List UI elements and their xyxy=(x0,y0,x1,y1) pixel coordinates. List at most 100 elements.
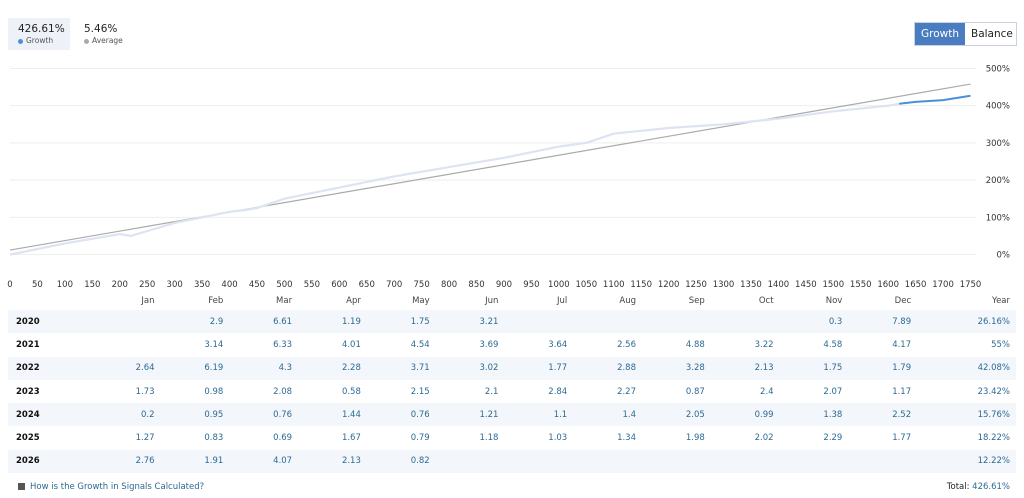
average-stat[interactable]: 5.46% Average xyxy=(74,18,134,50)
total-summary: Total: 426.61% xyxy=(947,482,1010,492)
x-tick-label: 1500 xyxy=(822,280,844,290)
x-tick-label: 600 xyxy=(331,280,347,290)
table-header-row: Jan Feb Mar Apr May Jun Jul Aug Sep Oct Nov Dec Year xyxy=(8,292,1016,310)
table-row: 2025 1.27 0.83 0.69 1.67 0.79 1.18 1.03 1.34 1.98… xyxy=(8,426,1016,449)
year-cell: 2022 xyxy=(8,356,92,380)
x-tick-label: 200 xyxy=(112,280,128,290)
table-row: 2021 3.14 6.33 4.01 4.54 3.69 3.64 2.56 4.88 3.22… xyxy=(8,333,1016,356)
value-cell: 1.91 xyxy=(160,449,230,474)
value-cell: 2.29 xyxy=(823,433,843,444)
value-cell: 2.88 xyxy=(573,356,642,380)
value-cell: 4.01 xyxy=(341,339,361,350)
value-cell: 26.16% xyxy=(917,310,1016,334)
x-tick-label: 650 xyxy=(359,280,375,290)
value-cell: 0.2 xyxy=(91,403,161,427)
table-row: 2026 2.76 1.91 4.07 2.13 0.82 12.22% xyxy=(8,449,1016,474)
x-tick-label: 500 xyxy=(276,280,292,290)
x-tick-label: 350 xyxy=(194,280,210,290)
monthly-returns-table: Jan Feb Mar Apr May Jun Jul Aug Sep Oct Nov Dec Year… xyxy=(8,292,1016,474)
value-cell: 2.9 xyxy=(160,310,230,334)
x-tick-label: 1450 xyxy=(795,280,817,290)
total-value: 426.61% xyxy=(972,482,1010,492)
value-cell: 2.84 xyxy=(548,386,568,397)
table-header-cell: Sep xyxy=(688,296,705,306)
value-cell: 6.61 xyxy=(229,310,299,334)
value-cell: 1.1 xyxy=(504,403,574,427)
value-cell: 55% xyxy=(991,339,1010,350)
x-tick-label: 150 xyxy=(84,280,100,290)
x-tick-label: 800 xyxy=(441,280,457,290)
value-cell: 1.98 xyxy=(685,433,705,444)
value-cell: 3.14 xyxy=(204,339,224,350)
table-header-cell: Nov xyxy=(825,296,843,306)
x-tick-label: 1350 xyxy=(740,280,762,290)
x-tick-label: 850 xyxy=(468,280,484,290)
x-tick-label: 0 xyxy=(7,280,12,290)
value-cell: 1.21 xyxy=(435,403,505,427)
table-header-cell: Apr xyxy=(346,296,361,306)
growth-stat[interactable]: 426.61% Growth xyxy=(8,18,70,50)
value-cell: 0.87 xyxy=(685,386,705,397)
x-tick-label: 1650 xyxy=(905,280,927,290)
average-dot-icon xyxy=(84,38,89,44)
x-tick-label: 750 xyxy=(414,280,430,290)
y-tick-label: 300% xyxy=(986,139,1010,149)
value-cell: 1.75 xyxy=(779,356,849,380)
x-tick-label: 1100 xyxy=(603,280,625,290)
value-cell: 0.58 xyxy=(341,386,361,397)
total-label: Total: xyxy=(946,482,970,492)
value-cell xyxy=(848,449,918,474)
x-tick-label: 1550 xyxy=(850,280,872,290)
x-tick-label: 1000 xyxy=(548,280,570,290)
x-tick-label: 400 xyxy=(221,280,237,290)
growth-help-link[interactable]: How is the Growth in Signals Calculated? xyxy=(18,482,204,492)
x-tick-label: 1750 xyxy=(960,280,982,290)
year-cell: 2026 xyxy=(8,449,92,474)
x-tick-label: 250 xyxy=(139,280,155,290)
y-tick-label: 100% xyxy=(986,213,1010,223)
x-tick-label: 700 xyxy=(386,280,402,290)
balance-toggle-button[interactable]: Balance xyxy=(965,23,1016,45)
year-cell: 2024 xyxy=(8,403,92,427)
x-tick-label: 50 xyxy=(32,280,43,290)
value-cell xyxy=(92,333,161,356)
growth-line-recent xyxy=(899,94,971,105)
value-cell: 42.08% xyxy=(917,356,1016,380)
value-cell: 0.69 xyxy=(273,433,293,444)
x-tick-label: 300 xyxy=(167,280,183,290)
table-header-cell: Oct xyxy=(758,296,774,306)
growth-toggle-button[interactable]: Growth xyxy=(915,23,965,45)
value-cell: 3.22 xyxy=(754,339,774,350)
chart-mode-toggle[interactable]: Growth Balance xyxy=(914,22,1017,46)
x-tick-label: 1300 xyxy=(713,280,735,290)
table-header-cell: Aug xyxy=(619,296,636,306)
value-cell: 1.34 xyxy=(617,433,636,444)
value-cell: 2.52 xyxy=(848,403,918,427)
value-cell: 3.71 xyxy=(366,356,436,380)
table-header-cell: Mar xyxy=(276,296,293,306)
value-cell xyxy=(504,310,574,334)
value-cell: 1.77 xyxy=(892,433,912,444)
value-cell: 6.19 xyxy=(160,356,230,380)
value-cell xyxy=(642,310,711,334)
value-cell: 1.4 xyxy=(573,403,642,427)
value-cell: 0.95 xyxy=(160,403,230,427)
value-cell: 2.13 xyxy=(710,356,780,380)
value-cell xyxy=(435,449,505,474)
value-cell: 2.28 xyxy=(298,356,367,380)
table-header-cell: May xyxy=(412,296,430,306)
x-tick-label: 900 xyxy=(496,280,512,290)
value-cell: 1.17 xyxy=(892,386,912,397)
value-cell: 2.1 xyxy=(484,386,499,397)
value-cell xyxy=(91,310,161,334)
year-cell: 2021 xyxy=(16,339,40,350)
growth-label: Growth xyxy=(26,36,54,45)
x-tick-label: 550 xyxy=(304,280,320,290)
table-row: 2024 0.2 0.95 0.76 1.44 0.76 1.21 1.1 1.4 2.05 0.9… xyxy=(8,403,1016,427)
table-header-cell: Jun xyxy=(485,296,499,306)
y-tick-label: 200% xyxy=(986,176,1010,186)
value-cell: 2.56 xyxy=(617,339,636,350)
x-tick-label: 1400 xyxy=(768,280,790,290)
x-tick-label: 450 xyxy=(249,280,265,290)
table-header-cell: Feb xyxy=(208,296,224,306)
